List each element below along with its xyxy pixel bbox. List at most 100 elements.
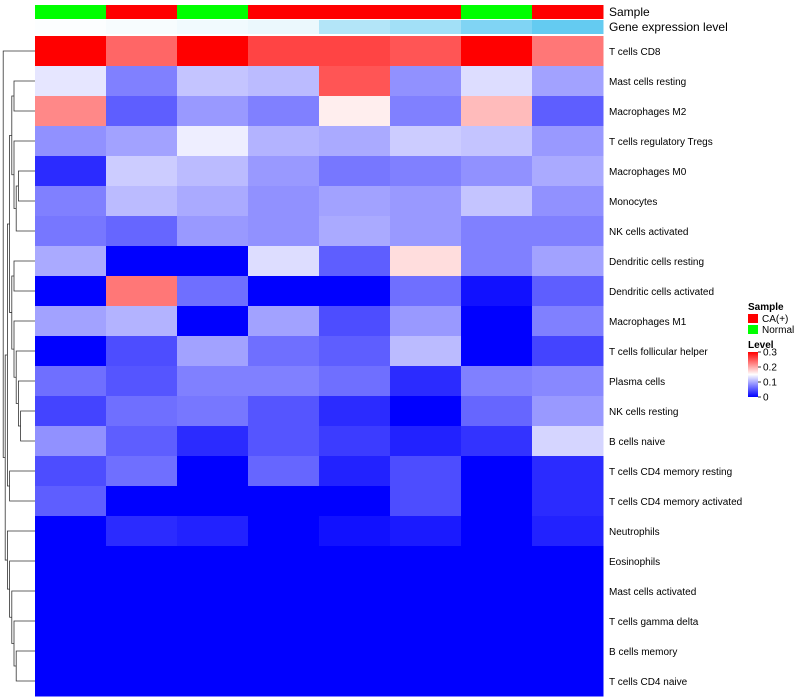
heatmap-cell [319,366,391,397]
heatmap-cell [461,576,533,607]
row-label: T cells CD4 naive [609,677,688,688]
level-ticks: 0 0.1 0.2 0.3 [758,348,777,404]
row-labels: T cells CD8 Mast cells resting Macrophages… [609,47,742,688]
heatmap-cell [177,66,249,97]
heatmap-cell [390,516,462,547]
heatmap-cell [177,126,249,157]
heatmap-cell [177,456,249,487]
heatmap-cell [532,486,604,517]
row-label: B cells memory [609,647,677,658]
annotation-label: Sample [609,5,650,19]
heatmap-cell [106,606,178,637]
row-label: Macrophages M0 [609,167,687,178]
heatmap-cell [319,36,391,67]
heatmap-cell [35,246,107,277]
heatmap-cell [177,636,249,667]
heatmap-cell [106,486,178,517]
heatmap-cell [390,636,462,667]
heatmap-cell [390,306,462,337]
heatmap-cell [177,666,249,697]
heatmap-cell [532,36,604,67]
heatmap-cell [390,216,462,247]
heatmap-cell [532,426,604,457]
dendrogram-branch [13,320,35,378]
sample-annotation-cell [35,5,107,19]
heatmap-cell [532,126,604,157]
heatmap-cell [106,516,178,547]
heatmap-cell [248,126,320,157]
level-colorbar [748,352,758,397]
heatmap-cell [35,306,107,337]
dendrogram-branch [18,170,35,202]
heatmap-cell [248,426,320,457]
heatmap-cell [319,396,391,427]
heatmap-cell [532,516,604,547]
expression-annotation-cell [532,20,604,34]
heatmap-cell [319,486,391,517]
heatmap-cell [461,66,533,97]
heatmap-cell [106,126,178,157]
row-label: T cells gamma delta [609,617,699,628]
heatmap-cell [319,636,391,667]
heatmap-cell [390,126,462,157]
heatmap-cell [35,396,107,427]
heatmap-cell [390,246,462,277]
heatmap-cell [461,216,533,247]
sample-annotation-cell [532,5,604,19]
heatmap-cell [390,276,462,307]
heatmap-cell [248,66,320,97]
heatmap-cell [461,96,533,127]
heatmap-cell [461,456,533,487]
heatmap-cell [35,546,107,577]
heatmap-cells [35,36,604,697]
dendrogram-branch [2,50,35,458]
sample-annotation-cell [177,5,249,19]
heatmap-cell [319,666,391,697]
heatmap-cell [461,636,533,667]
heatmap-cell [319,246,391,277]
heatmap-cell [461,546,533,577]
row-label: Mast cells activated [609,587,696,598]
heatmap-cell [177,186,249,217]
dendrogram-branch [13,260,35,292]
heatmap-cell [461,306,533,337]
heatmap-cell [177,336,249,367]
expression-annotation-cell [390,20,462,34]
heatmap-cell [106,456,178,487]
heatmap-cell [248,186,320,217]
heatmap-cell [319,516,391,547]
heatmap-cell [106,36,178,67]
heatmap-cell [35,276,107,307]
expression-annotation-cell [35,20,107,34]
heatmap-cell [177,216,249,247]
heatmap-cell [390,66,462,97]
heatmap-cell [390,336,462,367]
dendrogram-branch [13,620,35,667]
sample-annotation-cell [390,5,462,19]
heatmap-cell [461,156,533,187]
legend-label-ca: CA(+) [762,314,788,325]
heatmap-cell [390,606,462,637]
heatmap-cell [319,576,391,607]
heatmap-cell [248,156,320,187]
heatmap-cell [106,546,178,577]
heatmap-cell [532,276,604,307]
dendrogram-branch [13,80,35,112]
level-tick-label: 0.3 [763,348,777,359]
heatmap-cell [177,396,249,427]
heatmap-cell [35,636,107,667]
heatmap-cell [248,486,320,517]
heatmap-cell [319,216,391,247]
heatmap-cell [532,156,604,187]
heatmap-cell [248,276,320,307]
heatmap-cell [35,96,107,127]
dendrogram-branch [9,470,35,502]
heatmap-cell [319,96,391,127]
heatmap-cell [177,546,249,577]
heatmap-cell [177,426,249,457]
row-label: Dendritic cells resting [609,257,704,268]
heatmap-cell [319,606,391,637]
row-label: Macrophages M1 [609,317,687,328]
heatmap-cell [248,516,320,547]
